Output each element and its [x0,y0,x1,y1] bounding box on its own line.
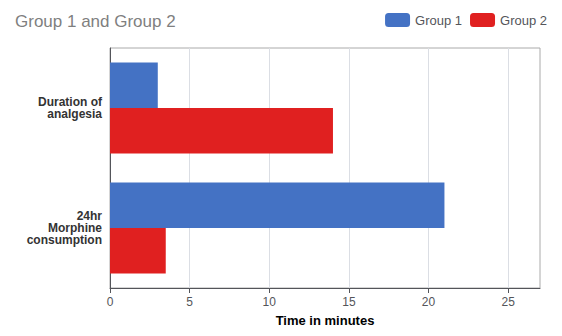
svg-text:Morphine: Morphine [48,221,102,235]
svg-text:Duration of: Duration of [38,95,102,109]
svg-text:15: 15 [342,295,356,309]
svg-text:5: 5 [186,295,193,309]
svg-text:consumption: consumption [27,233,102,247]
svg-text:0: 0 [107,295,114,309]
svg-text:24hr: 24hr [76,209,102,223]
svg-text:Group 1 and Group 2: Group 1 and Group 2 [15,12,176,31]
svg-text:25: 25 [501,295,515,309]
svg-text:Time in minutes: Time in minutes [276,313,375,328]
svg-text:10: 10 [263,295,277,309]
svg-text:analgesia: analgesia [47,107,102,121]
svg-text:Group 2: Group 2 [500,13,547,28]
svg-text:Group 1: Group 1 [415,13,462,28]
svg-text:20: 20 [422,295,436,309]
